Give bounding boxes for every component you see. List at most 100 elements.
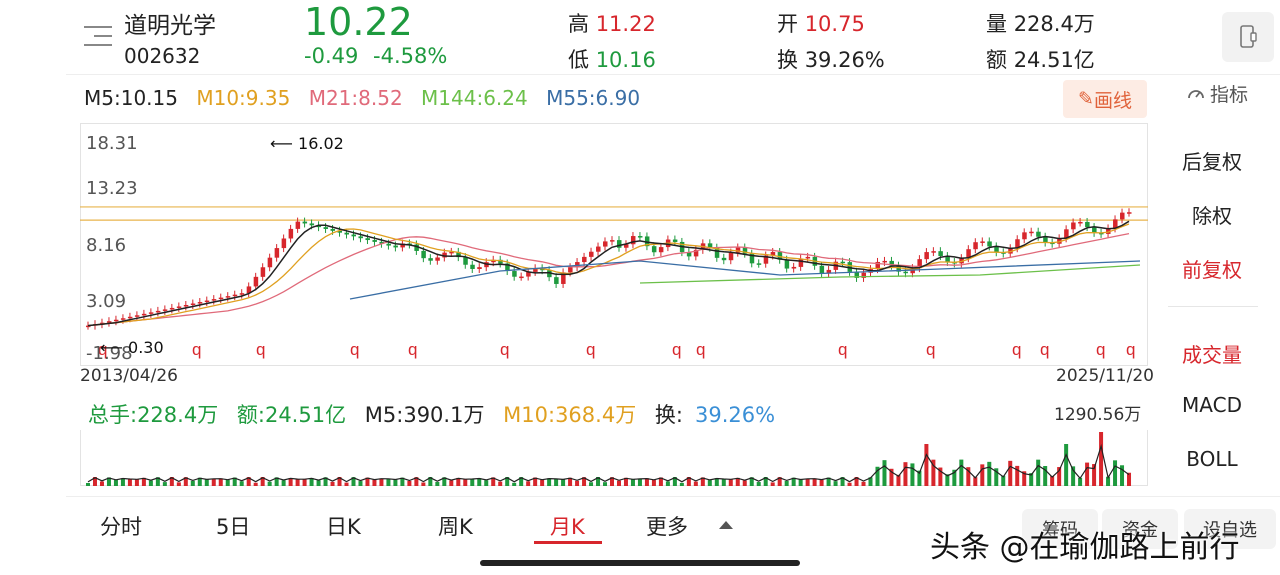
tab-monthly[interactable]: 月K — [550, 515, 585, 539]
signal-marker-q: q — [1126, 340, 1135, 359]
max-price-value: 16.02 — [298, 134, 344, 153]
candle-body — [644, 236, 650, 247]
volume-bar — [889, 468, 894, 486]
candle-body — [435, 257, 440, 261]
volume-bar — [232, 477, 237, 486]
candle-body — [442, 252, 447, 258]
home-indicator[interactable] — [480, 560, 800, 566]
candle-body — [86, 325, 91, 328]
candle-body — [414, 244, 419, 251]
candle-body — [260, 267, 266, 277]
turnover-label: 换 — [777, 48, 798, 72]
volume-bar — [945, 474, 950, 486]
candle-body — [826, 269, 832, 274]
volume-bar — [1078, 477, 1083, 486]
candle-body — [449, 251, 454, 254]
menu-icon[interactable] — [84, 26, 112, 48]
candle-body — [714, 247, 720, 258]
phone-icon — [1240, 25, 1257, 48]
volume-bar — [155, 477, 160, 486]
candle-body — [1120, 212, 1125, 220]
draw-line-button[interactable]: ✎ 画线 — [1063, 80, 1147, 118]
candle-body — [393, 245, 398, 248]
max-price-annotation: ⟵ 16.02 — [270, 134, 344, 153]
price-change: -0.49 -4.58% — [304, 44, 447, 68]
tab-daily[interactable]: 日K — [326, 515, 361, 539]
volume-bar — [910, 463, 915, 486]
candle-body — [693, 249, 699, 257]
tab-more[interactable]: 更多 — [646, 515, 688, 539]
candle-body — [1036, 231, 1041, 237]
side-item-volume[interactable]: 成交量 — [1182, 343, 1242, 367]
vol-turnover-label: 换: — [654, 403, 683, 427]
candle-body — [582, 256, 587, 263]
chips-button[interactable]: 筹码 — [1022, 509, 1098, 549]
volume-chart[interactable] — [80, 430, 1148, 486]
tab-intraday[interactable]: 分时 — [100, 515, 142, 539]
side-item-forward-adjusted[interactable]: 前复权 — [1182, 258, 1242, 282]
candle-body — [148, 312, 154, 314]
volume-bar — [92, 477, 97, 486]
volume-bar — [260, 477, 265, 486]
volume-bar — [812, 478, 817, 486]
volume-bar — [952, 469, 957, 486]
candle-body — [854, 271, 860, 278]
volume-bar — [651, 479, 656, 486]
volume-bar — [428, 477, 433, 486]
candle-body — [113, 319, 119, 322]
add-watchlist-button[interactable]: 设自选 — [1184, 509, 1276, 549]
gauge-icon — [1188, 89, 1204, 98]
candle-body — [721, 257, 727, 261]
candle-body — [498, 259, 503, 264]
side-item-macd[interactable]: MACD — [1182, 393, 1242, 417]
tab-weekly[interactable]: 周K — [438, 515, 473, 539]
candle-body — [728, 252, 734, 261]
signal-marker-q: q — [586, 340, 595, 359]
ma144-line — [639, 264, 1141, 284]
total-amount: 额:24.51亿 — [236, 403, 347, 427]
caret-up-icon[interactable] — [719, 521, 733, 529]
candle-body — [568, 267, 573, 273]
indicator-label: 指标 — [1210, 84, 1249, 106]
volume-bar — [561, 479, 566, 486]
y-label-bottom: -1.98 — [86, 343, 133, 364]
candle-body — [281, 238, 287, 249]
tab-5day[interactable]: 5日 — [216, 515, 251, 539]
volume-bar — [616, 480, 621, 486]
side-item-boll[interactable]: BOLL — [1186, 447, 1238, 471]
volume-bar — [1071, 466, 1076, 486]
volume-bar — [903, 462, 908, 486]
volume-bar — [134, 479, 139, 486]
indicator-button[interactable]: 指标 — [1186, 80, 1248, 107]
volume-bar — [323, 477, 328, 486]
candle-body — [197, 302, 203, 304]
candle-body — [323, 227, 329, 229]
side-item-backward-adjusted[interactable]: 后复权 — [1182, 150, 1242, 174]
volume-bar — [742, 480, 747, 486]
landscape-toggle-button[interactable] — [1222, 12, 1274, 62]
candle-body — [547, 270, 552, 278]
volume-bar — [169, 477, 174, 486]
volume-legend: 总手:228.4万 额:24.51亿 M5:390.1万 M10:368.4万 … — [88, 399, 799, 429]
volume-bar — [994, 468, 999, 486]
candle-body — [1078, 221, 1083, 224]
volume-bar — [1099, 432, 1104, 486]
signal-marker-q: q — [838, 340, 847, 359]
side-item-ex-rights[interactable]: 除权 — [1192, 204, 1232, 228]
candle-body — [770, 252, 776, 256]
volume-bar — [1029, 473, 1034, 486]
kline-chart-frame[interactable] — [80, 123, 1148, 366]
volume-bar — [288, 478, 293, 486]
candle-body — [351, 234, 356, 237]
volume-bar — [113, 480, 118, 486]
funds-button[interactable]: 资金 — [1102, 509, 1178, 549]
signal-marker-q: q — [98, 340, 107, 359]
signal-marker-q: q — [926, 340, 935, 359]
min-price-value: 0.30 — [128, 338, 164, 357]
volume-bar — [777, 477, 782, 486]
volume-bar — [127, 478, 132, 486]
candle-body — [456, 251, 461, 258]
volume-bar — [449, 480, 454, 486]
candle-body — [658, 247, 664, 253]
